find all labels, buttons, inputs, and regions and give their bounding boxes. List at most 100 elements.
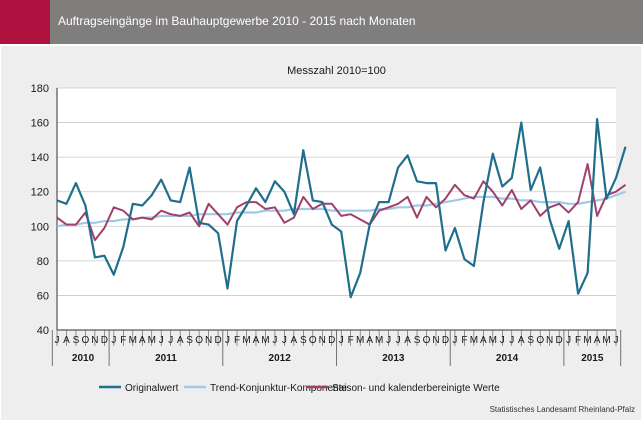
data-point [189, 215, 191, 217]
data-point [293, 213, 295, 215]
data-point [558, 201, 560, 203]
data-point [511, 189, 513, 191]
chart-title: Messzahl 2010=100 [287, 65, 386, 77]
data-point [208, 224, 210, 226]
data-point [283, 210, 285, 212]
data-point [378, 201, 380, 203]
data-point [549, 218, 551, 220]
data-point [378, 210, 380, 212]
data-point [501, 198, 503, 200]
month-label: A [594, 335, 601, 346]
month-label: J [614, 335, 619, 346]
month-label: J [111, 335, 116, 346]
legend-label: Originalwert [125, 383, 179, 394]
data-point [122, 210, 124, 212]
data-point [340, 215, 342, 217]
title-bar: Auftragseingänge im Bauhauptgewerbe 2010… [0, 0, 643, 44]
data-point [75, 224, 77, 226]
data-point [482, 201, 484, 203]
data-point [568, 212, 570, 214]
month-label: J [339, 335, 344, 346]
data-point [227, 288, 229, 290]
month-label: J [168, 335, 173, 346]
data-point [492, 196, 494, 198]
month-label: N [432, 335, 439, 346]
month-label: J [159, 335, 164, 346]
data-point [473, 198, 475, 200]
data-point [331, 224, 333, 226]
y-tick-label: 80 [37, 256, 49, 268]
data-point [397, 206, 399, 208]
data-point [435, 206, 437, 208]
data-point [539, 201, 541, 203]
month-label: J [566, 335, 571, 346]
data-point [359, 210, 361, 212]
data-point [265, 201, 267, 203]
data-point [321, 201, 323, 203]
data-point [56, 217, 58, 219]
data-point [359, 218, 361, 220]
data-point [122, 246, 124, 248]
data-point [568, 220, 570, 222]
data-point [435, 203, 437, 205]
data-point [350, 210, 352, 212]
month-label: S [527, 335, 534, 346]
data-point [549, 201, 551, 203]
month-label: F [575, 335, 581, 346]
data-point [587, 272, 589, 274]
data-point [103, 227, 105, 229]
data-point [454, 184, 456, 186]
data-point [445, 250, 447, 252]
data-point [283, 222, 285, 224]
month-label: O [309, 335, 317, 346]
series-line-originalwert [56, 117, 627, 299]
year-label: 2010 [72, 353, 95, 364]
data-point [113, 274, 115, 276]
month-label: S [73, 335, 80, 346]
data-point [236, 212, 238, 214]
month-label: J [225, 335, 230, 346]
data-point [103, 220, 105, 222]
data-point [445, 198, 447, 200]
data-point [113, 206, 115, 208]
y-tick-label: 60 [37, 290, 49, 302]
month-label: F [120, 335, 126, 346]
data-point [312, 199, 314, 201]
data-point [236, 206, 238, 208]
month-label: M [375, 335, 383, 346]
data-point [85, 222, 87, 224]
month-label: F [234, 335, 240, 346]
data-point [170, 213, 172, 215]
data-point [539, 215, 541, 217]
data-point [56, 199, 58, 201]
month-label: A [291, 335, 298, 346]
data-point [625, 146, 627, 148]
data-point [331, 210, 333, 212]
data-point [255, 187, 257, 189]
series-line-saisonbereinigt [56, 163, 627, 242]
data-point [103, 255, 105, 257]
month-label: M [261, 335, 269, 346]
data-point [66, 224, 68, 226]
month-label: A [139, 335, 146, 346]
data-point [464, 194, 466, 196]
data-point [577, 201, 579, 203]
month-label: N [205, 335, 212, 346]
month-label: A [253, 335, 260, 346]
data-point [274, 206, 276, 208]
data-point [596, 215, 598, 217]
data-point [520, 199, 522, 201]
data-point [255, 201, 257, 203]
month-label: D [556, 335, 563, 346]
month-label: O [82, 335, 90, 346]
data-point [350, 296, 352, 298]
data-point [217, 213, 219, 215]
month-label: O [195, 335, 203, 346]
data-point [426, 182, 428, 184]
data-point [407, 155, 409, 157]
month-label: M [470, 335, 478, 346]
page-title: Auftragseingänge im Bauhauptgewerbe 2010… [58, 14, 416, 28]
data-point [160, 210, 162, 212]
data-point [558, 203, 560, 205]
month-label: M [489, 335, 497, 346]
